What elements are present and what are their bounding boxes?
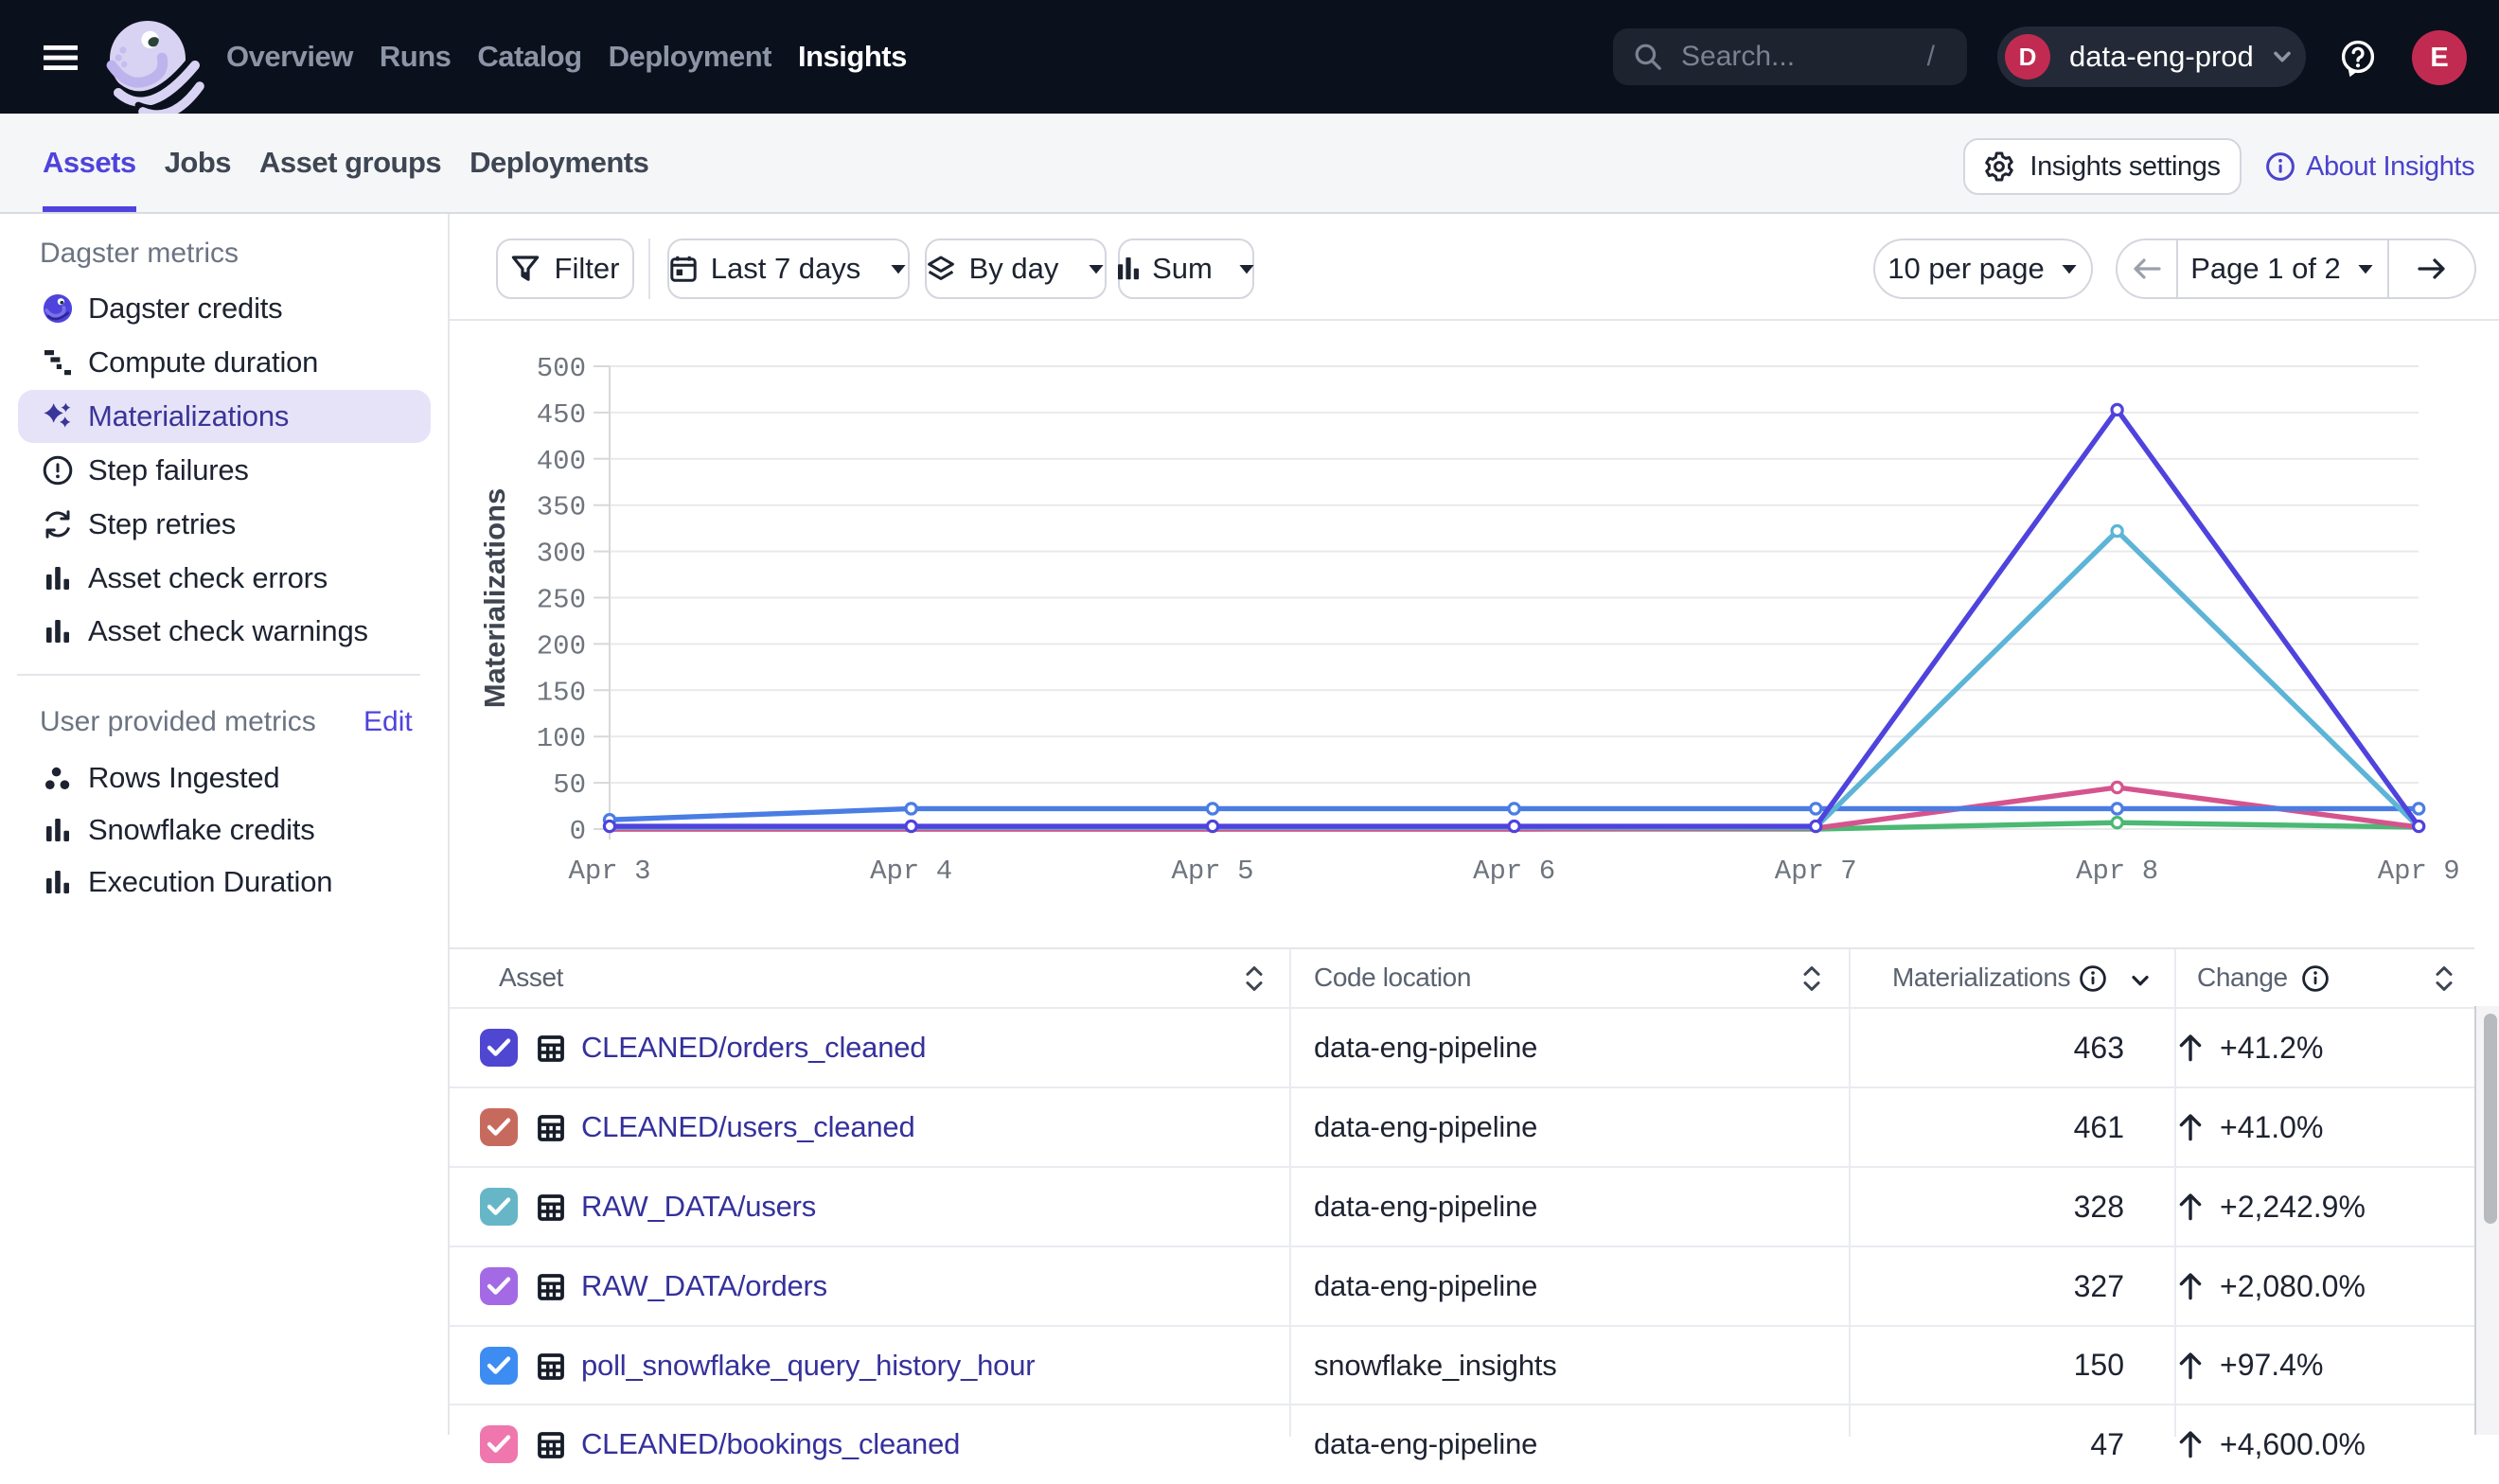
svg-text:500: 500 [537, 353, 586, 384]
svg-text:250: 250 [537, 585, 586, 616]
svg-text:200: 200 [537, 630, 586, 662]
svg-text:150: 150 [537, 677, 586, 708]
svg-text:0: 0 [570, 816, 586, 847]
svg-text:350: 350 [537, 492, 586, 523]
svg-text:100: 100 [537, 723, 586, 754]
svg-text:Apr 5: Apr 5 [1171, 856, 1253, 887]
svg-text:Apr 8: Apr 8 [2076, 856, 2158, 887]
svg-text:Apr 4: Apr 4 [870, 856, 952, 887]
svg-text:Materializations: Materializations [478, 488, 511, 709]
svg-text:Apr 7: Apr 7 [1775, 856, 1857, 887]
svg-text:Apr 6: Apr 6 [1473, 856, 1555, 887]
svg-text:Apr 9: Apr 9 [2378, 856, 2460, 887]
svg-text:400: 400 [537, 446, 586, 477]
svg-text:300: 300 [537, 539, 586, 570]
svg-text:Apr 3: Apr 3 [568, 856, 650, 887]
svg-text:450: 450 [537, 399, 586, 431]
svg-text:50: 50 [553, 769, 586, 801]
